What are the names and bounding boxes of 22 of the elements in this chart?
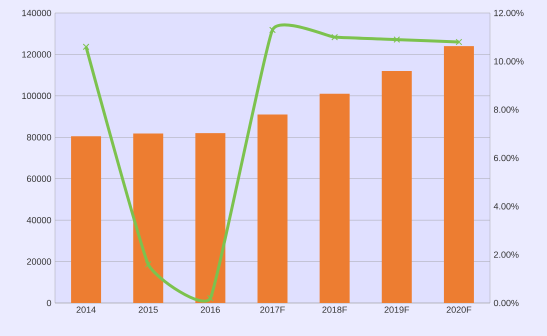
x-tick-label: 2020F — [446, 306, 472, 313]
y2-tick-label: 2.00% — [494, 251, 519, 258]
y2-tick-label: 4.00% — [494, 203, 519, 210]
y-tick-label: 60000 — [27, 176, 52, 182]
y-tick-label: 120000 — [22, 51, 52, 58]
x-tick-label: 2014 — [76, 306, 96, 313]
x-tick-label: 2018F — [322, 306, 347, 313]
x-tick-label: 2015 — [138, 306, 158, 313]
y2-tick-label: 12.00% — [494, 10, 524, 16]
y2-tick-label: 0.00% — [494, 300, 519, 306]
y-tick-label: 40000 — [26, 216, 52, 224]
x-tick-label: 2016 — [200, 306, 220, 313]
y-tick-label: 80000 — [26, 134, 52, 140]
x-tick-label: 2019F — [384, 306, 410, 313]
y2-tick-label: 10.00% — [494, 58, 524, 65]
y-tick-label: 20000 — [27, 258, 52, 265]
y2-tick-label: 6.00% — [494, 154, 519, 162]
y2-tick-label: 8.00% — [494, 106, 519, 113]
x-tick-label: 2017F — [260, 306, 285, 313]
y-tick-label: 0 — [46, 300, 52, 306]
y-tick-label: 140000 — [22, 10, 52, 16]
y-tick-label: 100000 — [22, 92, 52, 100]
